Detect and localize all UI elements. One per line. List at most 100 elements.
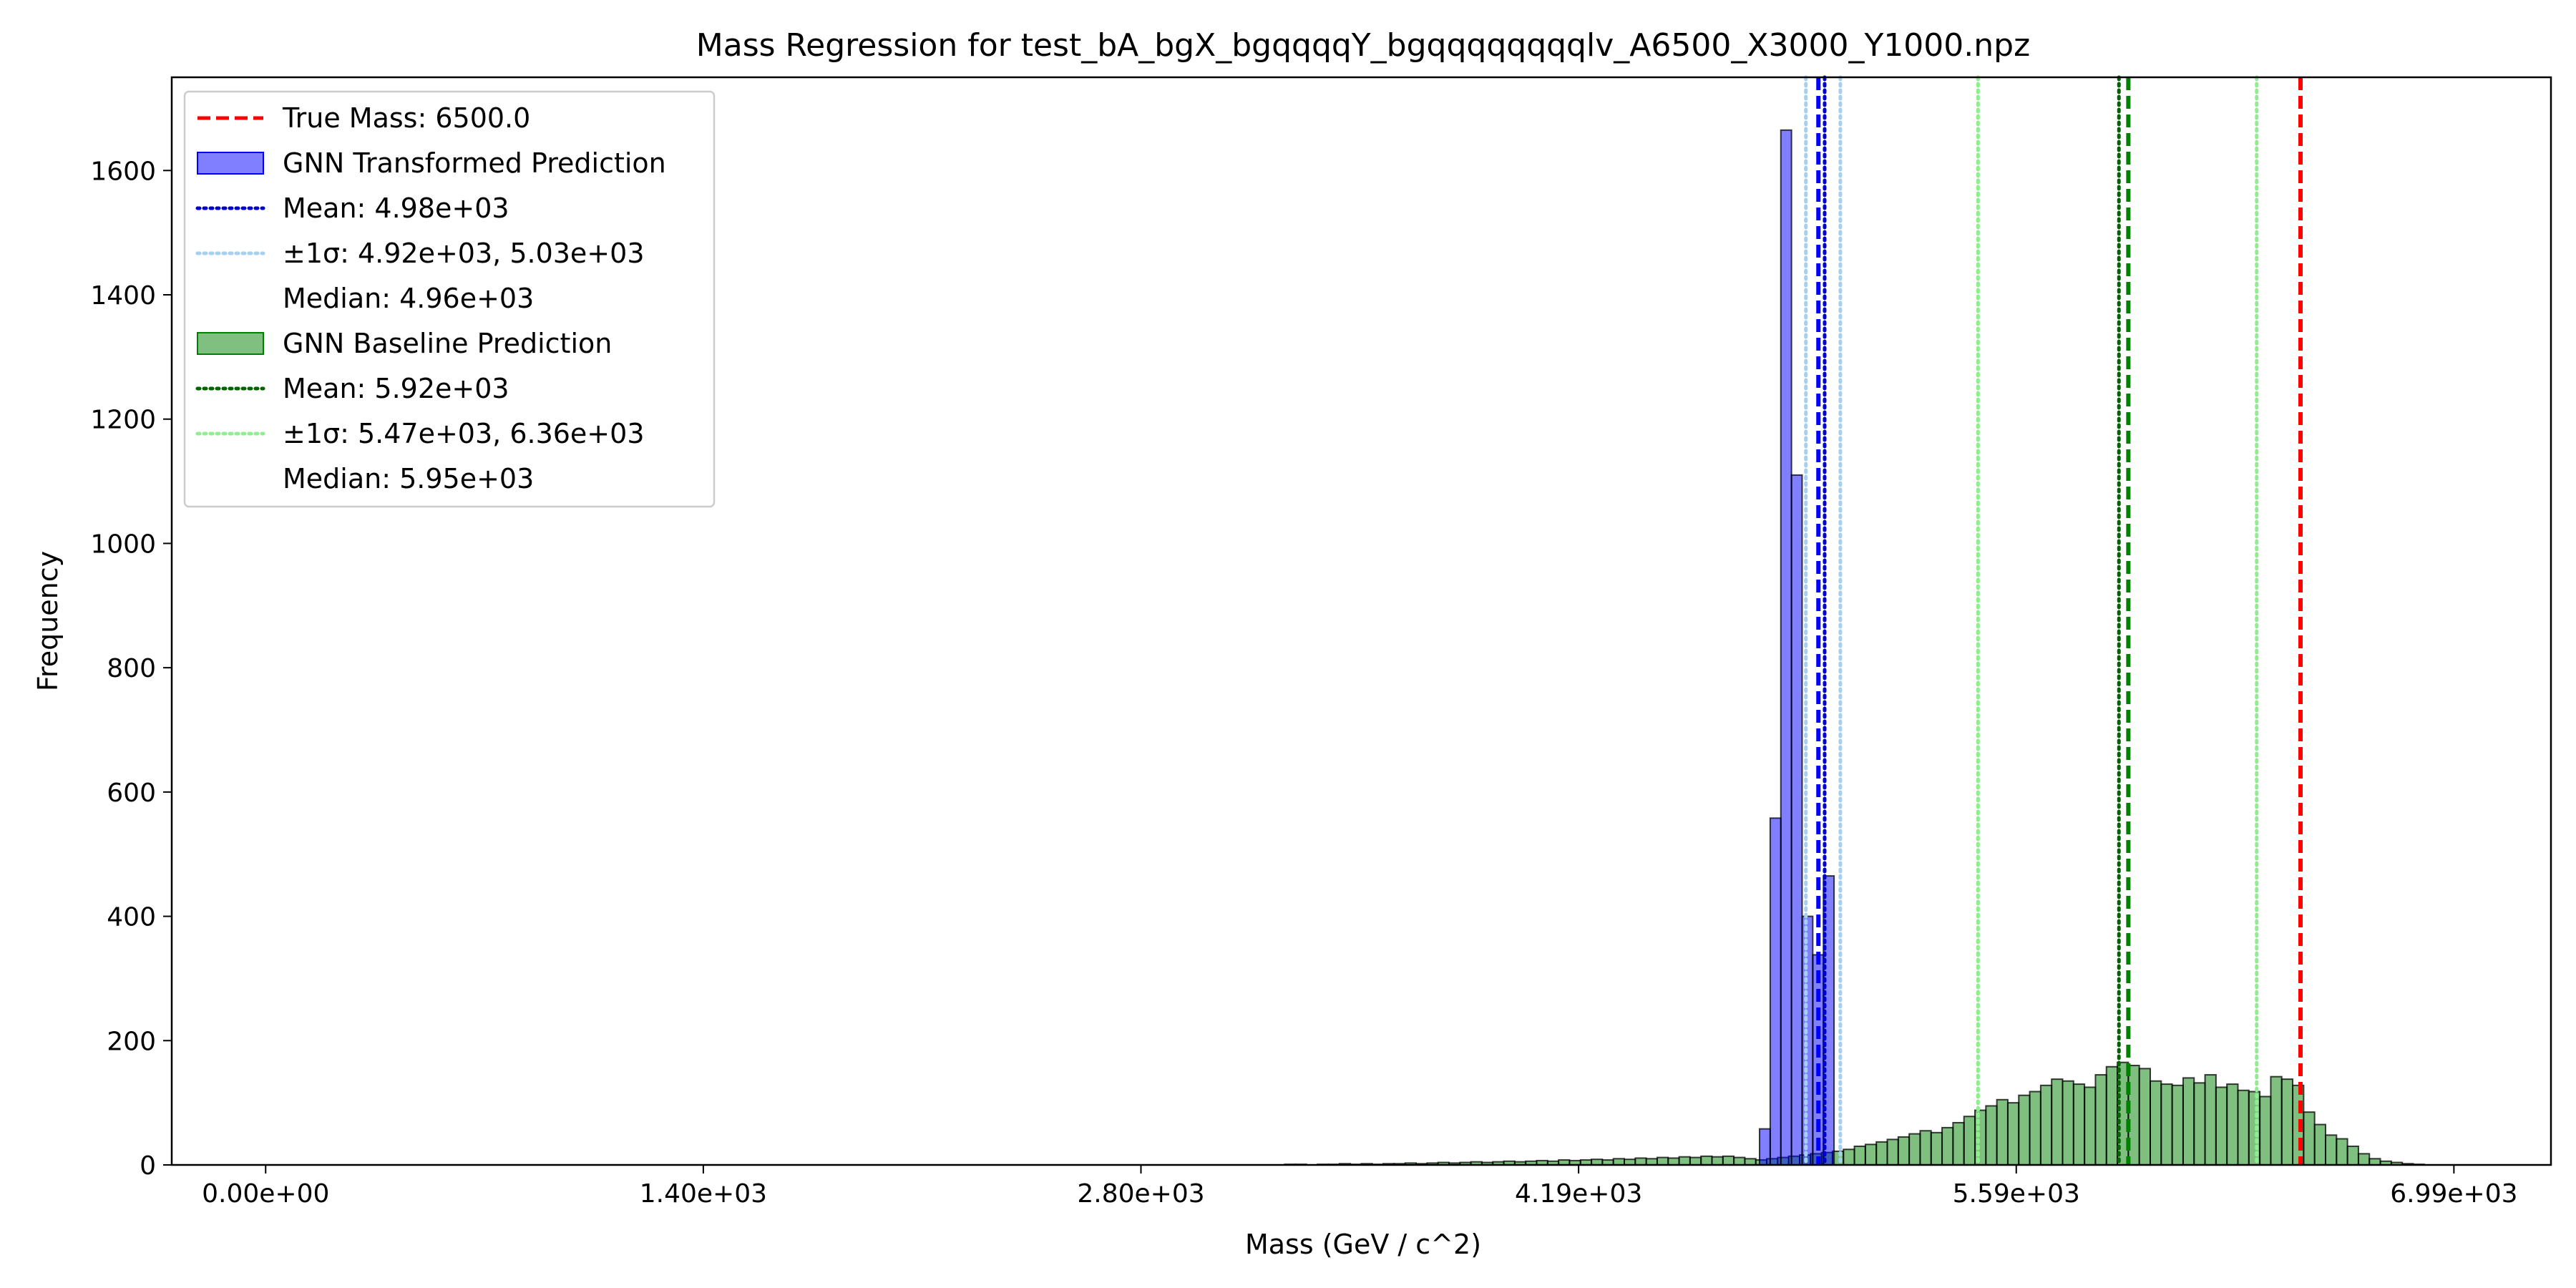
baseline-bar-71 bbox=[2062, 1080, 2074, 1166]
baseline-bar-96 bbox=[2336, 1138, 2348, 1166]
baseline-bar-36 bbox=[1678, 1156, 1691, 1166]
baseline-bar-95 bbox=[2325, 1134, 2338, 1166]
transformed-bar-5 bbox=[1812, 954, 1825, 1166]
legend-label-1: GNN Transformed Prediction bbox=[283, 147, 666, 179]
baseline-bar-63 bbox=[1974, 1109, 1987, 1166]
legend-label-5: GNN Baseline Prediction bbox=[283, 328, 612, 359]
baseline-bar-68 bbox=[2029, 1091, 2041, 1166]
baseline-bar-81 bbox=[2171, 1084, 2184, 1166]
baseline-bar-87 bbox=[2237, 1089, 2250, 1166]
legend-label-8: Median: 5.95e+03 bbox=[283, 463, 534, 494]
baseline-bar-82 bbox=[2182, 1077, 2195, 1166]
baseline-bar-84 bbox=[2204, 1074, 2217, 1166]
transformed-bar-0 bbox=[1759, 1128, 1771, 1166]
baseline-bar-91 bbox=[2280, 1078, 2294, 1166]
plot-area bbox=[1284, 75, 2425, 1167]
y-axis-ticks: 0 200 400 600 800 1000 1200 1400 1600 bbox=[90, 157, 172, 1181]
reference-lines bbox=[1804, 75, 2303, 1167]
x-axis-ticks: 0.00e+00 1.40e+03 2.80e+03 4.19e+03 5.59e+03… bbox=[202, 1165, 2518, 1209]
baseline-bar-67 bbox=[2018, 1094, 2031, 1166]
baseline-bar-80 bbox=[2160, 1083, 2173, 1166]
x-tick-label-2: 2.80e+03 bbox=[1077, 1179, 1204, 1209]
y-tick-label-3: 600 bbox=[107, 779, 156, 808]
legend-label-3: ±1σ: 4.92e+03, 5.03e+03 bbox=[283, 238, 645, 269]
baseline-bar-55 bbox=[1886, 1138, 1899, 1166]
legend-label-4: Median: 4.96e+03 bbox=[283, 283, 534, 314]
transformed-bar-2 bbox=[1780, 129, 1792, 1166]
baseline-histogram bbox=[1284, 1061, 2425, 1166]
y-tick-label-8: 1600 bbox=[90, 157, 156, 186]
legend-box bbox=[183, 90, 716, 508]
baseline-bar-72 bbox=[2072, 1083, 2086, 1166]
baseline-bar-65 bbox=[1996, 1098, 2009, 1166]
baseline-bar-70 bbox=[2051, 1078, 2064, 1166]
baseline-bar-89 bbox=[2259, 1096, 2272, 1166]
baseline-bar-62 bbox=[1963, 1116, 1976, 1166]
baseline-bar-75 bbox=[2105, 1065, 2119, 1166]
baseline-bar-66 bbox=[2006, 1102, 2020, 1166]
baseline-bar-94 bbox=[2313, 1123, 2326, 1166]
legend-label-6: Mean: 5.92e+03 bbox=[283, 373, 509, 404]
legend-swatch-5 bbox=[197, 332, 264, 355]
x-tick-label-3: 4.19e+03 bbox=[1515, 1179, 1642, 1209]
baseline-bar-93 bbox=[2303, 1111, 2316, 1166]
baseline-bar-69 bbox=[2039, 1084, 2053, 1166]
y-axis-label: Frequency bbox=[32, 551, 64, 691]
baseline-bar-98 bbox=[2357, 1153, 2371, 1166]
y-tick-label-0: 0 bbox=[140, 1151, 156, 1181]
legend-label-0: True Mass: 6500.0 bbox=[282, 102, 530, 134]
baseline-bar-51 bbox=[1843, 1148, 1855, 1166]
legend-swatch-1 bbox=[197, 152, 264, 175]
baseline-bar-60 bbox=[1941, 1126, 1954, 1166]
transformed-bar-3 bbox=[1790, 474, 1803, 1166]
baseline-bar-58 bbox=[1919, 1130, 1932, 1166]
chart-title: Mass Regression for test_bA_bgX_bgqqqqY_… bbox=[696, 27, 2030, 64]
x-tick-label-5: 6.99e+03 bbox=[2390, 1179, 2517, 1209]
baseline-bar-34 bbox=[1656, 1156, 1669, 1166]
baseline-bar-86 bbox=[2226, 1083, 2239, 1166]
baseline-bar-78 bbox=[2138, 1068, 2151, 1166]
y-tick-label-2: 400 bbox=[107, 903, 156, 932]
x-tick-label-0: 0.00e+00 bbox=[202, 1179, 329, 1209]
baseline-bar-39 bbox=[1711, 1156, 1724, 1166]
baseline-bar-97 bbox=[2346, 1145, 2359, 1166]
baseline-bar-53 bbox=[1864, 1143, 1878, 1166]
x-tick-label-4: 5.59e+03 bbox=[1953, 1179, 2080, 1209]
legend-label-7: ±1σ: 5.47e+03, 6.36e+03 bbox=[283, 418, 645, 449]
baseline-bar-73 bbox=[2084, 1086, 2097, 1166]
y-tick-label-1: 200 bbox=[107, 1027, 156, 1056]
x-tick-label-1: 1.40e+03 bbox=[640, 1179, 767, 1209]
y-tick-label-7: 1400 bbox=[90, 281, 156, 311]
baseline-bar-90 bbox=[2270, 1075, 2283, 1166]
baseline-bar-42 bbox=[1744, 1158, 1757, 1166]
y-tick-label-5: 1000 bbox=[90, 530, 156, 559]
transformed-bar-1 bbox=[1769, 817, 1782, 1166]
baseline-bar-54 bbox=[1875, 1141, 1888, 1166]
y-tick-label-6: 1200 bbox=[90, 406, 156, 435]
baseline-bar-38 bbox=[1700, 1155, 1713, 1166]
baseline-bar-79 bbox=[2150, 1080, 2162, 1166]
baseline-bar-56 bbox=[1897, 1136, 1911, 1166]
axes-frame bbox=[170, 76, 2552, 1166]
baseline-bar-35 bbox=[1667, 1157, 1680, 1166]
x-axis-label: Mass (GeV / c^2) bbox=[1245, 1229, 1481, 1260]
baseline-bar-30 bbox=[1612, 1158, 1625, 1166]
legend: True Mass: 6500.0 GNN Transformed Predict… bbox=[183, 90, 716, 508]
baseline-bar-99 bbox=[2368, 1158, 2381, 1166]
baseline-bar-83 bbox=[2193, 1082, 2206, 1166]
baseline-bar-85 bbox=[2215, 1086, 2228, 1166]
baseline-bar-41 bbox=[1733, 1156, 1746, 1166]
baseline-bar-52 bbox=[1853, 1145, 1866, 1166]
baseline-bar-57 bbox=[1908, 1133, 1921, 1166]
baseline-bar-59 bbox=[1930, 1131, 1943, 1166]
baseline-bar-32 bbox=[1634, 1157, 1647, 1166]
baseline-bar-40 bbox=[1722, 1155, 1735, 1166]
baseline-bar-33 bbox=[1645, 1158, 1658, 1166]
legend-items: True Mass: 6500.0 GNN Transformed Predict… bbox=[195, 102, 666, 494]
baseline-bar-64 bbox=[1985, 1105, 1998, 1166]
baseline-bar-37 bbox=[1689, 1156, 1702, 1166]
baseline-bar-61 bbox=[1952, 1121, 1965, 1166]
baseline-bar-74 bbox=[2094, 1074, 2107, 1166]
legend-label-2: Mean: 4.98e+03 bbox=[283, 192, 509, 224]
